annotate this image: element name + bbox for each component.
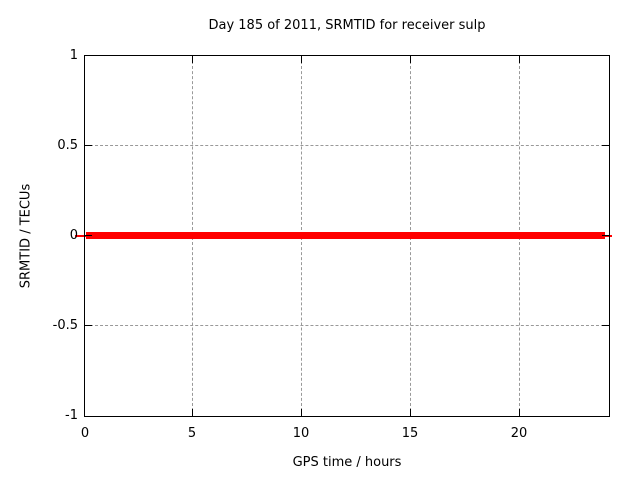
plot-area bbox=[84, 55, 610, 417]
chart-title: Day 185 of 2011, SRMTID for receiver sul… bbox=[208, 18, 486, 33]
tick-top-20 bbox=[519, 56, 520, 63]
tick-left-0p5 bbox=[85, 145, 92, 146]
tick-right-m0p5 bbox=[602, 325, 609, 326]
gridline-y-0p5 bbox=[85, 145, 609, 146]
y-tick-label-m0p5: -0.5 bbox=[52, 318, 78, 333]
series-line-srmtid bbox=[86, 232, 605, 239]
tick-bottom-15 bbox=[410, 409, 411, 416]
x-tick-label-10: 10 bbox=[292, 426, 310, 441]
x-tick-label-5: 5 bbox=[187, 426, 197, 441]
tick-top-15 bbox=[410, 56, 411, 63]
tick-left-m0p5 bbox=[85, 325, 92, 326]
tick-bottom-5 bbox=[192, 409, 193, 416]
tick-bottom-20 bbox=[519, 409, 520, 416]
y-tick-label-0p5: 0.5 bbox=[57, 138, 78, 153]
tick-bottom-10 bbox=[301, 409, 302, 416]
x-axis-label: GPS time / hours bbox=[292, 455, 402, 470]
y-tick-label-1: 1 bbox=[69, 48, 78, 63]
x-tick-label-0: 0 bbox=[80, 426, 90, 441]
tick-right-0 bbox=[602, 235, 609, 236]
x-tick-label-20: 20 bbox=[510, 426, 528, 441]
gridline-y-m0p5 bbox=[85, 325, 609, 326]
tick-left-0 bbox=[85, 235, 92, 236]
y-tick-label-0: 0 bbox=[69, 228, 78, 243]
y-tick-label-m1: -1 bbox=[65, 408, 78, 423]
tick-top-10 bbox=[301, 56, 302, 63]
tick-top-5 bbox=[192, 56, 193, 63]
tick-right-0p5 bbox=[602, 145, 609, 146]
x-tick-label-15: 15 bbox=[401, 426, 419, 441]
